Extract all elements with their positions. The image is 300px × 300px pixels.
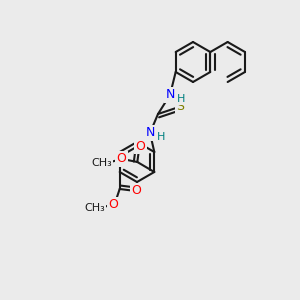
Text: O: O: [116, 152, 126, 166]
Text: H: H: [177, 94, 185, 104]
Text: O: O: [132, 184, 142, 197]
Text: H: H: [157, 132, 165, 142]
Text: CH₃: CH₃: [91, 158, 112, 168]
Text: N: N: [165, 88, 175, 101]
Text: S: S: [176, 100, 184, 113]
Text: O: O: [109, 199, 118, 212]
Text: N: N: [145, 127, 155, 140]
Text: O: O: [135, 140, 145, 152]
Text: CH₃: CH₃: [84, 203, 105, 213]
